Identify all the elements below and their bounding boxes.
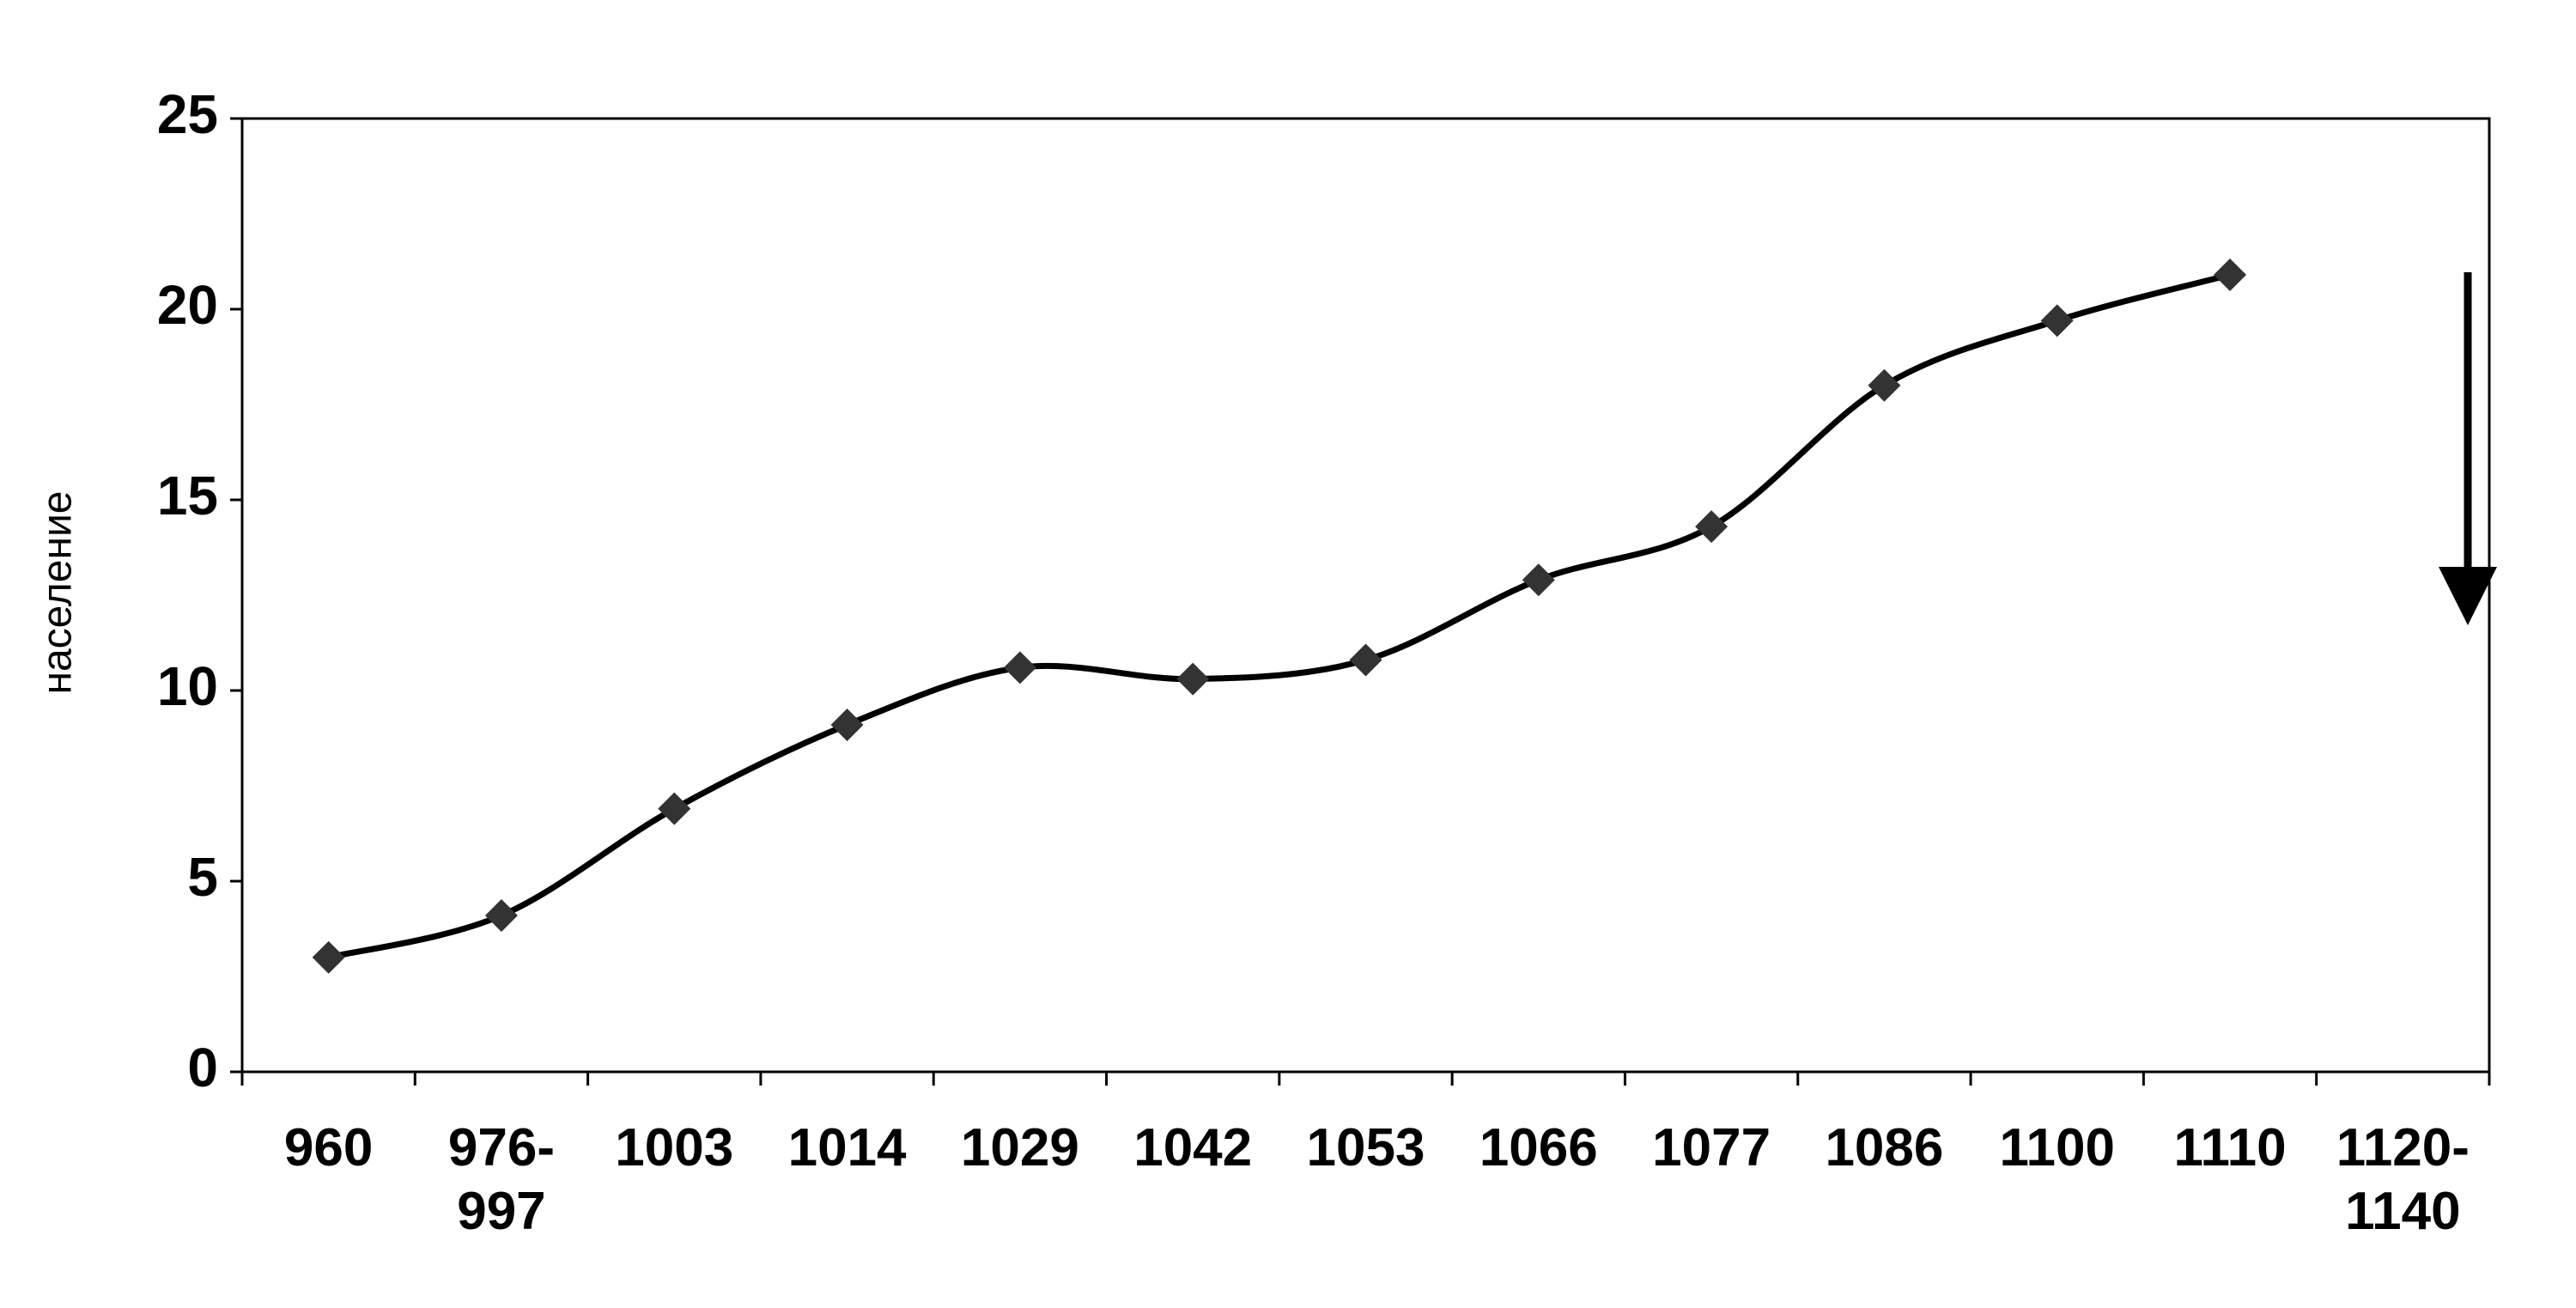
data-point (1695, 510, 1728, 544)
x-tick-label: 1029 (960, 1118, 1079, 1177)
trend-line (327, 271, 2231, 961)
data-point (1003, 651, 1036, 684)
x-tick-label: 960 (283, 1118, 374, 1177)
x-tick-label: 1077 (1652, 1118, 1771, 1177)
y-tick-label: 20 (157, 274, 218, 336)
y-tick-label: 10 (157, 655, 218, 717)
x-tick-label: 1066 (1479, 1118, 1598, 1177)
decline-arrow (2439, 272, 2497, 625)
x-tick-label: 1053 (1306, 1118, 1425, 1177)
y-tick-label: 0 (187, 1037, 218, 1098)
x-tick-label: 1003 (615, 1118, 734, 1177)
x-tick-label: 1086 (1825, 1118, 1944, 1177)
data-point (658, 792, 691, 825)
data-point (830, 708, 864, 741)
data-point (1349, 643, 1382, 677)
data-point (484, 898, 518, 932)
y-axis-label: население (35, 490, 81, 694)
data-point (1176, 662, 1210, 696)
x-tick-label: 1100 (1999, 1118, 2115, 1177)
data-point (2214, 259, 2247, 292)
x-tick-label: 976-997 (447, 1118, 555, 1241)
x-tick-label: 1014 (787, 1118, 907, 1177)
data-point (1522, 563, 1555, 597)
plot-frame (240, 117, 2491, 1074)
data-point (1868, 368, 1901, 402)
x-tick-label: 1110 (2173, 1118, 2287, 1177)
data-point (2040, 304, 2074, 338)
data-point (312, 940, 345, 974)
y-tick-label: 25 (157, 83, 218, 145)
x-tick-label: 1120-1140 (2336, 1118, 2470, 1241)
y-tick-label: 15 (157, 465, 218, 526)
x-tick-label: 1042 (1133, 1118, 1253, 1177)
y-tick-label: 5 (187, 846, 218, 908)
